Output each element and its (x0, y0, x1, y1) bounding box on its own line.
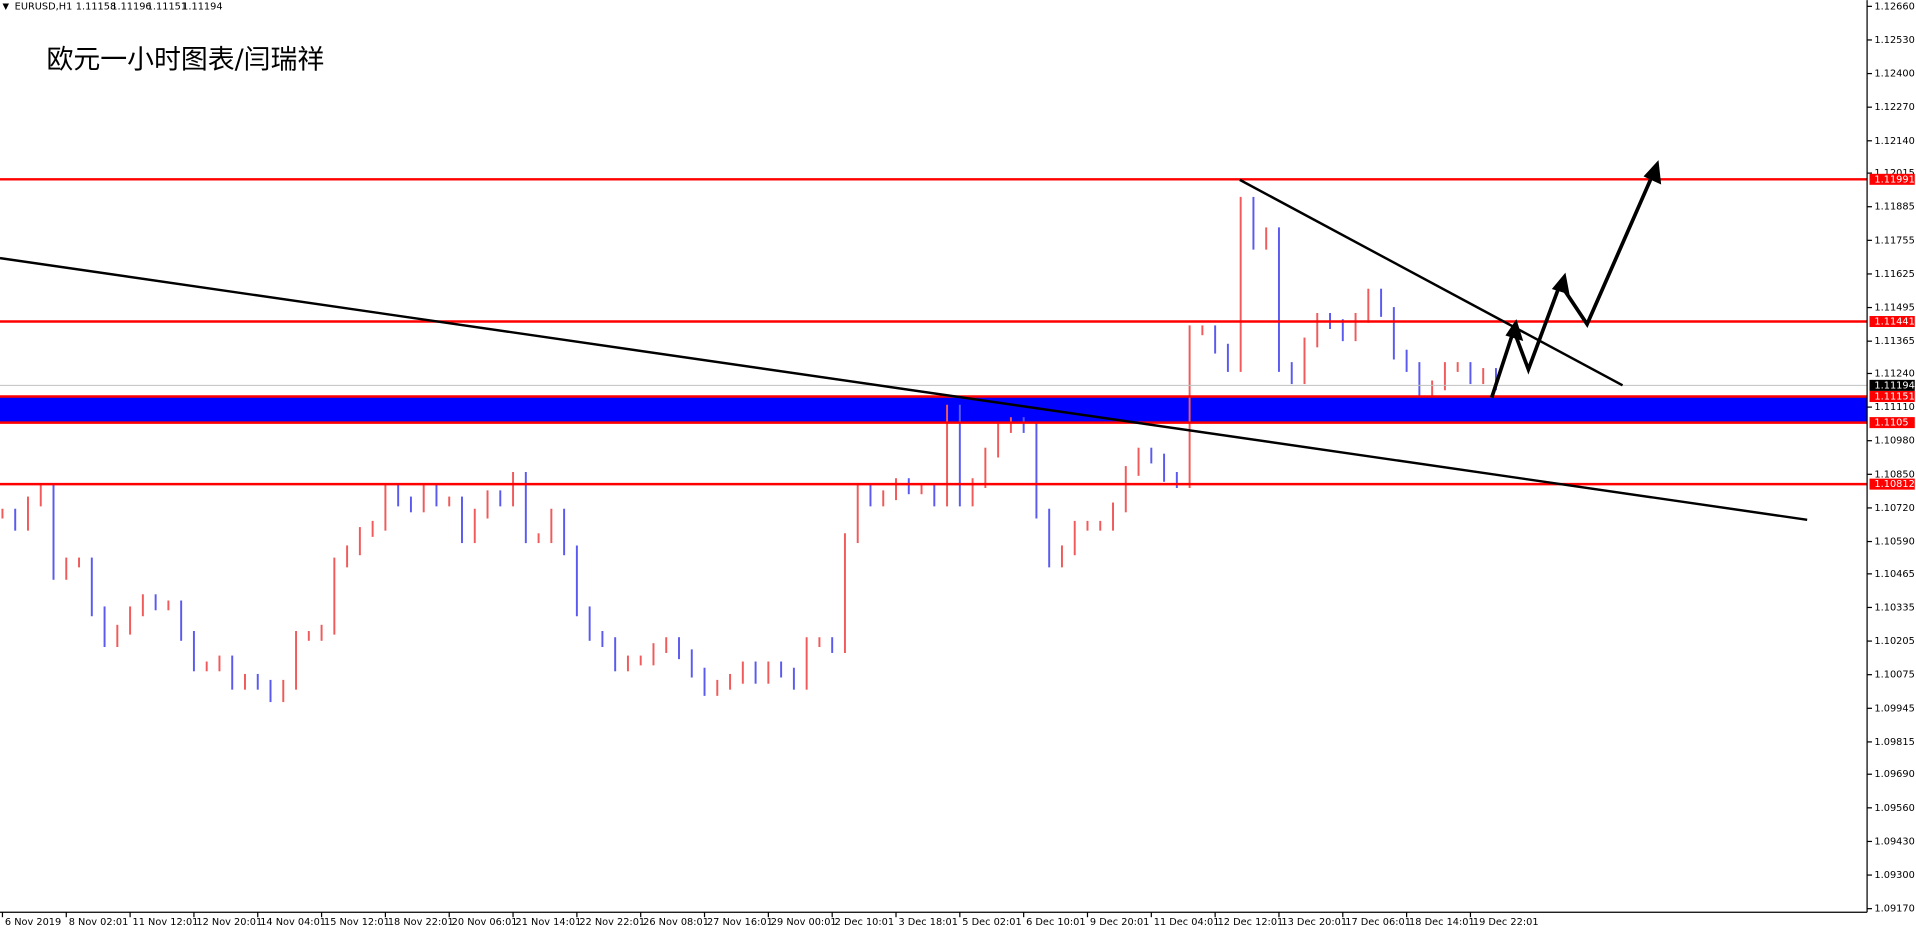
y-tick-label: 1.12270 (1874, 102, 1914, 113)
ohlc-value: 1.11196 (111, 1, 151, 12)
y-tick-label: 1.12660 (1874, 1, 1914, 12)
x-tick-label: 12 Dec 12:01 (1218, 917, 1284, 928)
x-tick-label: 2 Dec 10:01 (835, 917, 894, 928)
current-price-label: 1.11194 (1874, 380, 1914, 391)
y-tick-label: 1.09815 (1874, 737, 1914, 748)
y-tick-label: 1.11365 (1874, 336, 1914, 347)
x-tick-label: 13 Dec 20:01 (1281, 917, 1347, 928)
y-tick-label: 1.09690 (1874, 769, 1914, 780)
y-tick-label: 1.11755 (1874, 235, 1914, 246)
x-tick-label: 12 Nov 20:01 (196, 917, 262, 928)
x-tick-label: 19 Dec 22:01 (1473, 917, 1539, 928)
x-tick-label: 11 Dec 04:01 (1154, 917, 1220, 928)
y-tick-label: 1.11495 (1874, 303, 1914, 314)
ohlc-value: 1.11158 (76, 1, 116, 12)
ohlc-value: 1.11194 (182, 1, 222, 12)
x-tick-label: 20 Nov 06:01 (452, 917, 518, 928)
x-tick-label: 14 Nov 04:01 (260, 917, 326, 928)
x-tick-label: 8 Nov 02:01 (69, 917, 129, 928)
x-tick-label: 18 Nov 22:01 (388, 917, 454, 928)
trend-line (0, 256, 1808, 522)
y-tick-label: 1.12015 (1874, 168, 1914, 179)
y-tick-label: 1.12140 (1874, 136, 1914, 147)
x-tick-label: 26 Nov 08:01 (643, 917, 709, 928)
x-tick-label: 11 Nov 12:01 (133, 917, 199, 928)
y-tick-label: 1.09945 (1874, 703, 1914, 714)
level-label: 1.11991 (1874, 174, 1914, 185)
x-tick-label: 21 Nov 14:01 (515, 917, 581, 928)
level-label: 1.1105 (1874, 418, 1908, 429)
y-tick-label: 1.11625 (1874, 269, 1914, 280)
level-label: 1.11441 (1874, 317, 1914, 328)
y-tick-label: 1.10850 (1874, 469, 1914, 480)
x-tick-label: 18 Dec 14:01 (1409, 917, 1475, 928)
forecast-arrows (1489, 160, 1662, 399)
current-price-box (1869, 379, 1915, 391)
y-tick-label: 1.12530 (1874, 35, 1914, 46)
level-label-box (1869, 390, 1915, 402)
y-tick-label: 1.10720 (1874, 503, 1914, 514)
x-tick-label: 17 Dec 06:01 (1345, 917, 1411, 928)
level-label-box (1869, 417, 1915, 429)
y-tick-label: 1.11885 (1874, 202, 1914, 213)
bars-layer (1, 196, 1497, 703)
ohlc-value: 1.11151 (147, 1, 187, 12)
x-tick-label: 27 Nov 16:01 (707, 917, 773, 928)
y-tick-label: 1.09430 (1874, 836, 1914, 847)
x-tick-label: 22 Nov 22:01 (579, 917, 645, 928)
x-tick-label: 15 Nov 12:01 (324, 917, 390, 928)
x-tick-label: 6 Dec 10:01 (1026, 917, 1085, 928)
x-tick-label: 6 Nov 2019 (5, 917, 61, 928)
x-tick-label: 3 Dec 18:01 (898, 917, 957, 928)
symbol: EURUSD,H1 (15, 1, 73, 12)
level-label-box (1869, 173, 1915, 185)
y-tick-label: 1.10205 (1874, 636, 1914, 647)
y-tick-label: 1.10590 (1874, 537, 1914, 548)
y-tick-label: 1.10465 (1874, 569, 1914, 580)
level-label: 1.11151 (1874, 391, 1914, 402)
levels-layer (0, 178, 1868, 486)
y-tick-label: 1.11240 (1874, 368, 1914, 379)
y-tick-label: 1.11110 (1874, 402, 1914, 413)
x-tick-label: 5 Dec 02:01 (962, 917, 1021, 928)
x-tick-label: 29 Nov 00:01 (771, 917, 837, 928)
y-tick-label: 1.09300 (1874, 870, 1914, 881)
zone-layer (0, 396, 1868, 423)
y-tick-label: 1.10335 (1874, 602, 1914, 613)
level-label-box (1869, 316, 1915, 328)
level-label: 1.10812 (1874, 479, 1914, 490)
header-arrow: ▼ (2, 2, 9, 12)
y-tick-label: 1.10075 (1874, 670, 1914, 681)
level-label-box (1869, 478, 1915, 490)
zone-band (0, 396, 1868, 423)
y-tick-label: 1.09560 (1874, 803, 1914, 814)
x-tick-label: 9 Dec 20:01 (1090, 917, 1149, 928)
y-tick-label: 1.12400 (1874, 69, 1914, 80)
y-tick-label: 1.09170 (1874, 904, 1914, 915)
trend-line (1239, 178, 1624, 387)
chart-title: 欧元一小时图表/闫瑞祥 (46, 44, 324, 75)
y-tick-label: 1.10980 (1874, 436, 1914, 447)
